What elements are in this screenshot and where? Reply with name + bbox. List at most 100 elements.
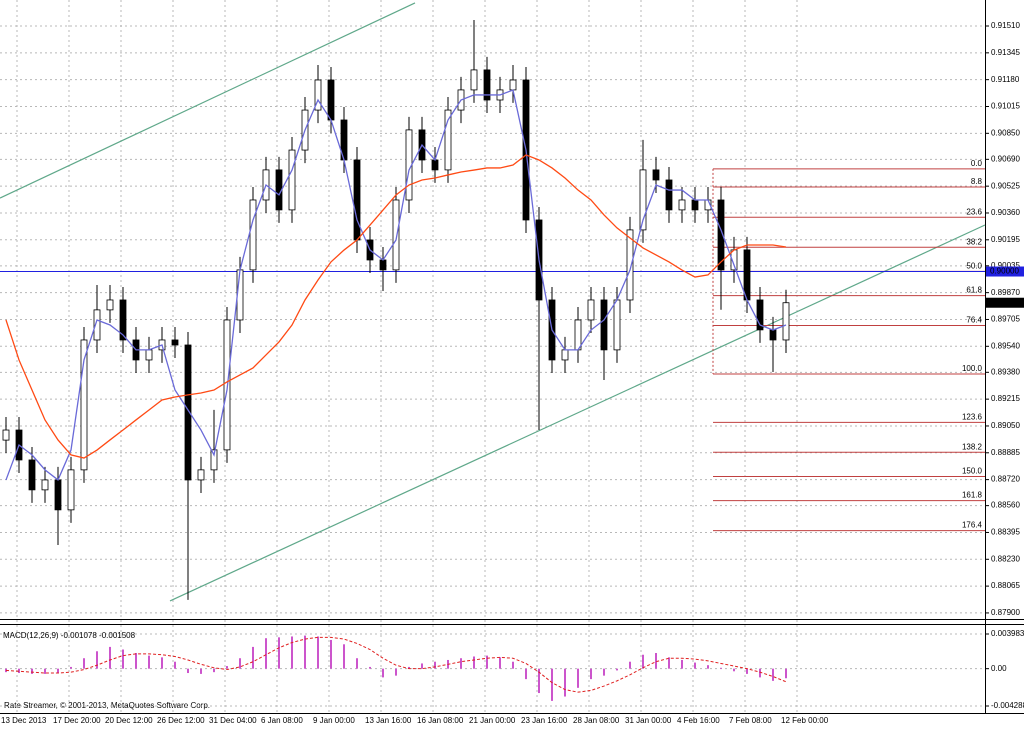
x-tick-label: 9 Jan 00:00: [313, 716, 355, 725]
fibo-label: 100.0: [962, 364, 983, 373]
candle-body: [41, 479, 49, 491]
y-tick-label: 0.88065: [991, 581, 1020, 590]
candle-body: [2, 429, 10, 441]
candle-body: [327, 79, 335, 121]
x-tick-label: 23 Jan 16:00: [521, 716, 568, 725]
candle-body: [106, 299, 114, 311]
candle-body: [600, 299, 608, 351]
macd-bar: [200, 668, 202, 674]
macd-bar: [733, 668, 735, 672]
candle-body: [652, 169, 660, 181]
y-tick-label: 0.88230: [991, 554, 1020, 563]
candle-body: [470, 69, 478, 91]
macd-bar: [395, 668, 397, 676]
y-tick-label: 0.90035: [991, 261, 1020, 270]
macd-bar: [382, 668, 384, 678]
candle-body: [288, 149, 296, 211]
y-tick-label: 0.00: [991, 664, 1007, 673]
y-tick-label: 0.87900: [991, 608, 1020, 617]
fibo-label: 38.2: [966, 237, 982, 246]
macd-signal: [5, 636, 787, 693]
macd-bar: [356, 658, 358, 669]
macd-bar: [44, 668, 46, 674]
macd-bar: [18, 668, 20, 674]
candle-body: [392, 199, 400, 271]
y-tick-label: 0.91015: [991, 102, 1020, 111]
y-tick-label: 0.90195: [991, 235, 1020, 244]
macd-title: MACD(12,26,9) -0.001078 -0.001508: [3, 631, 136, 640]
y-tick-label: 0.91180: [991, 75, 1020, 84]
x-tick-label: 4 Feb 16:00: [677, 716, 720, 725]
macd-bar: [330, 639, 332, 669]
macd-bar: [369, 666, 371, 669]
candle-body: [249, 199, 257, 271]
x-tick-label: 28 Jan 08:00: [573, 716, 620, 725]
last-price-box: [986, 297, 1024, 308]
macd-bar: [785, 668, 787, 679]
macd-bar: [96, 651, 98, 669]
fibo-label: 50.0: [966, 262, 982, 271]
macd-bar: [291, 636, 293, 669]
y-tick-label: 0.89050: [991, 421, 1020, 430]
macd-bar: [525, 668, 527, 680]
macd-bar: [629, 661, 631, 669]
macd-bar: [239, 658, 241, 669]
macd-bar: [421, 663, 423, 669]
x-tick-label: 7 Feb 08:00: [729, 716, 772, 725]
x-tick-label: 12 Feb 00:00: [781, 716, 829, 725]
macd-bar: [759, 668, 761, 678]
y-tick-label: 0.89380: [991, 367, 1020, 376]
macd-bar: [174, 661, 176, 669]
macd-bar: [161, 657, 163, 669]
y-tick-label: 0.89215: [991, 394, 1020, 403]
macd-bar: [109, 646, 111, 669]
candle-body: [119, 299, 127, 341]
candle-body: [28, 459, 36, 491]
macd-bar: [681, 659, 683, 669]
candle-body: [431, 159, 439, 171]
y-tick-label: 0.90360: [991, 208, 1020, 217]
macd-bar: [83, 658, 85, 669]
macd-bar: [668, 657, 670, 669]
candle-body: [613, 299, 621, 351]
macd-bar: [148, 655, 150, 669]
channel-upper: [0, 2, 416, 199]
candle-body: [80, 339, 88, 471]
macd-bar: [278, 637, 280, 669]
macd-bar: [460, 658, 462, 669]
macd-bar: [590, 668, 592, 680]
macd-bar: [122, 649, 124, 669]
macd-bar: [486, 655, 488, 669]
x-tick-label: 20 Dec 12:00: [105, 716, 153, 725]
macd-bar: [512, 661, 514, 669]
y-tick-label: 0.88560: [991, 501, 1020, 510]
macd-bar: [538, 668, 540, 694]
candle-body: [756, 299, 764, 331]
macd-bar: [642, 654, 644, 669]
moving-average: [5, 154, 787, 459]
fibo-label: 0.0: [971, 159, 983, 168]
candle-body: [626, 229, 634, 301]
candle-body: [67, 469, 75, 511]
fibo-label: 176.4: [962, 521, 983, 530]
candle-body: [314, 79, 322, 111]
macd-bar: [265, 638, 267, 669]
macd-bar: [577, 668, 579, 688]
macd-bar: [694, 662, 696, 669]
macd-bar: [57, 668, 59, 674]
fibo-label: 138.2: [962, 442, 983, 451]
macd-bar: [317, 636, 319, 669]
macd-bar: [226, 666, 228, 669]
y-tick-label: 0.88720: [991, 475, 1020, 484]
macd-bar: [213, 668, 215, 673]
macd-bar: [135, 653, 137, 669]
candle-body: [93, 309, 101, 341]
candle-body: [717, 199, 725, 271]
y-tick-label: 0.91345: [991, 48, 1020, 57]
macd-bar: [408, 666, 410, 669]
fibo-label: 23.6: [966, 207, 982, 216]
candle-body: [574, 319, 582, 351]
fibo-label: 150.0: [962, 467, 983, 476]
